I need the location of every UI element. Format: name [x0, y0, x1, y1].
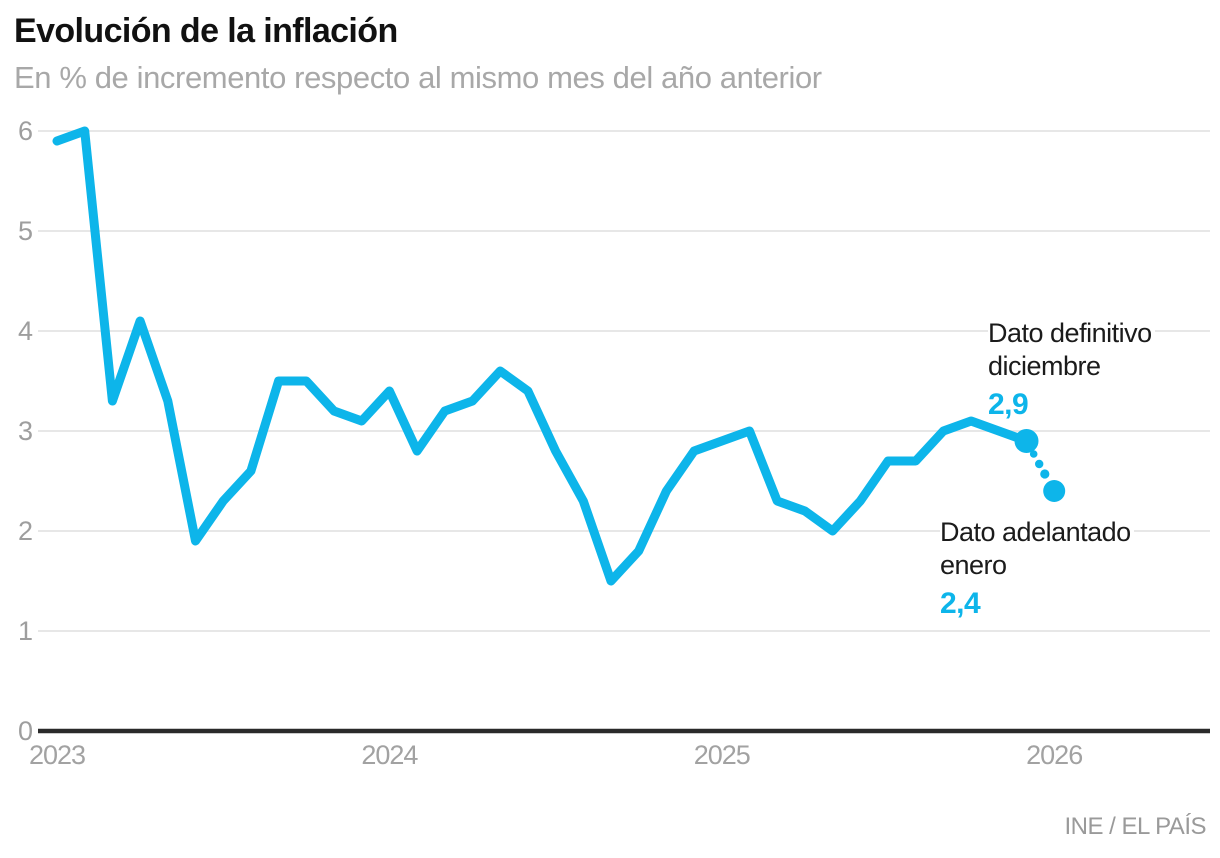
annotation-advance-line1: Dato adelantado [940, 517, 1131, 547]
y-tick-label-5: 5 [17, 216, 33, 246]
annotation-definitive-line1: Dato definitivo [988, 318, 1152, 348]
y-tick-label-6: 6 [17, 116, 33, 146]
inflation-line [52, 126, 1031, 586]
chart-subtitle: En % de incremento respecto al mismo mes… [14, 60, 822, 95]
annotation-definitive: Dato definitivo diciembre 2,9 [988, 317, 1155, 421]
x-tick-label-2024: 2024 [361, 740, 418, 770]
x-tick-label-2026: 2026 [1026, 740, 1083, 770]
source-credit: INE / EL PAÍS [1064, 813, 1206, 840]
point-definitive-december [1014, 429, 1039, 453]
y-tick-label-3: 3 [17, 416, 33, 446]
dotted-connector-dot-3 [1040, 469, 1050, 479]
x-tick-label-2023: 2023 [28, 740, 86, 770]
y-tick-label-2: 2 [17, 516, 33, 546]
page-title: Evolución de la inflación [14, 12, 398, 50]
annotation-advance-line2: enero [940, 550, 1007, 580]
dotted-connector-dot-2 [1035, 459, 1044, 469]
annotation-advance-value: 2,4 [940, 587, 981, 620]
x-tick-label-2025: 2025 [693, 740, 751, 770]
annotation-definitive-value: 2,9 [988, 388, 1029, 421]
y-tick-label-1: 1 [17, 616, 33, 646]
point-advance-january [1043, 480, 1066, 502]
y-tick-label-4: 4 [17, 316, 33, 346]
annotation-definitive-line2: diciembre [988, 351, 1101, 381]
dotted-connector-dot-1 [1029, 450, 1038, 458]
y-tick-label-0: 0 [17, 716, 33, 746]
annotation-advance: Dato adelantado enero 2,4 [940, 516, 1134, 620]
